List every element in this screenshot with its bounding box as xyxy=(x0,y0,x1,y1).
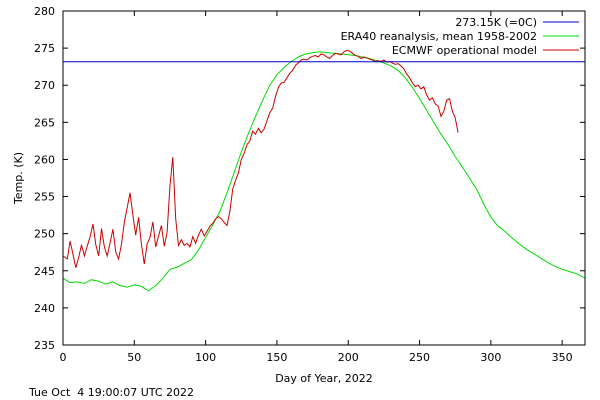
legend-label-1: ERA40 reanalysis, mean 1958-2002 xyxy=(341,30,537,43)
x-tick-label: 0 xyxy=(60,351,67,364)
y-tick-label: 275 xyxy=(34,42,55,55)
y-tick-label: 270 xyxy=(34,79,55,92)
y-tick-label: 245 xyxy=(34,265,55,278)
x-tick-label: 250 xyxy=(409,351,430,364)
x-tick-label: 100 xyxy=(195,351,216,364)
series-lines xyxy=(62,49,586,292)
generated-timestamp: Tue Oct 4 19:00:07 UTC 2022 xyxy=(28,386,194,399)
x-tick-label: 300 xyxy=(480,351,501,364)
y-tick-label: 265 xyxy=(34,116,55,129)
y-tick-label: 235 xyxy=(34,339,55,352)
y-axis-label: Temp. (K) xyxy=(12,152,25,205)
series-line-2 xyxy=(62,49,459,268)
x-axis-label: Day of Year, 2022 xyxy=(275,372,373,385)
x-tick-label: 350 xyxy=(552,351,573,364)
y-tick-label: 250 xyxy=(34,228,55,241)
x-tick-label: 200 xyxy=(338,351,359,364)
series-line-1 xyxy=(62,51,586,292)
legend-label-2: ECMWF operational model xyxy=(392,44,537,57)
legend-label-0: 273.15K (=0C) xyxy=(455,16,537,29)
y-tick-label: 260 xyxy=(34,153,55,166)
axis-ticks: 0 50 100 150 200 250 300 350 235 240 245 250 255 260 2… xyxy=(34,5,585,364)
x-tick-label: 50 xyxy=(127,351,141,364)
x-tick-label: 150 xyxy=(266,351,287,364)
y-tick-label: 240 xyxy=(34,302,55,315)
plot-frame xyxy=(62,10,586,346)
legend: 273.15K (=0C)ERA40 reanalysis, mean 1958… xyxy=(341,16,579,57)
y-tick-label: 280 xyxy=(34,5,55,18)
y-tick-label: 255 xyxy=(34,191,55,204)
